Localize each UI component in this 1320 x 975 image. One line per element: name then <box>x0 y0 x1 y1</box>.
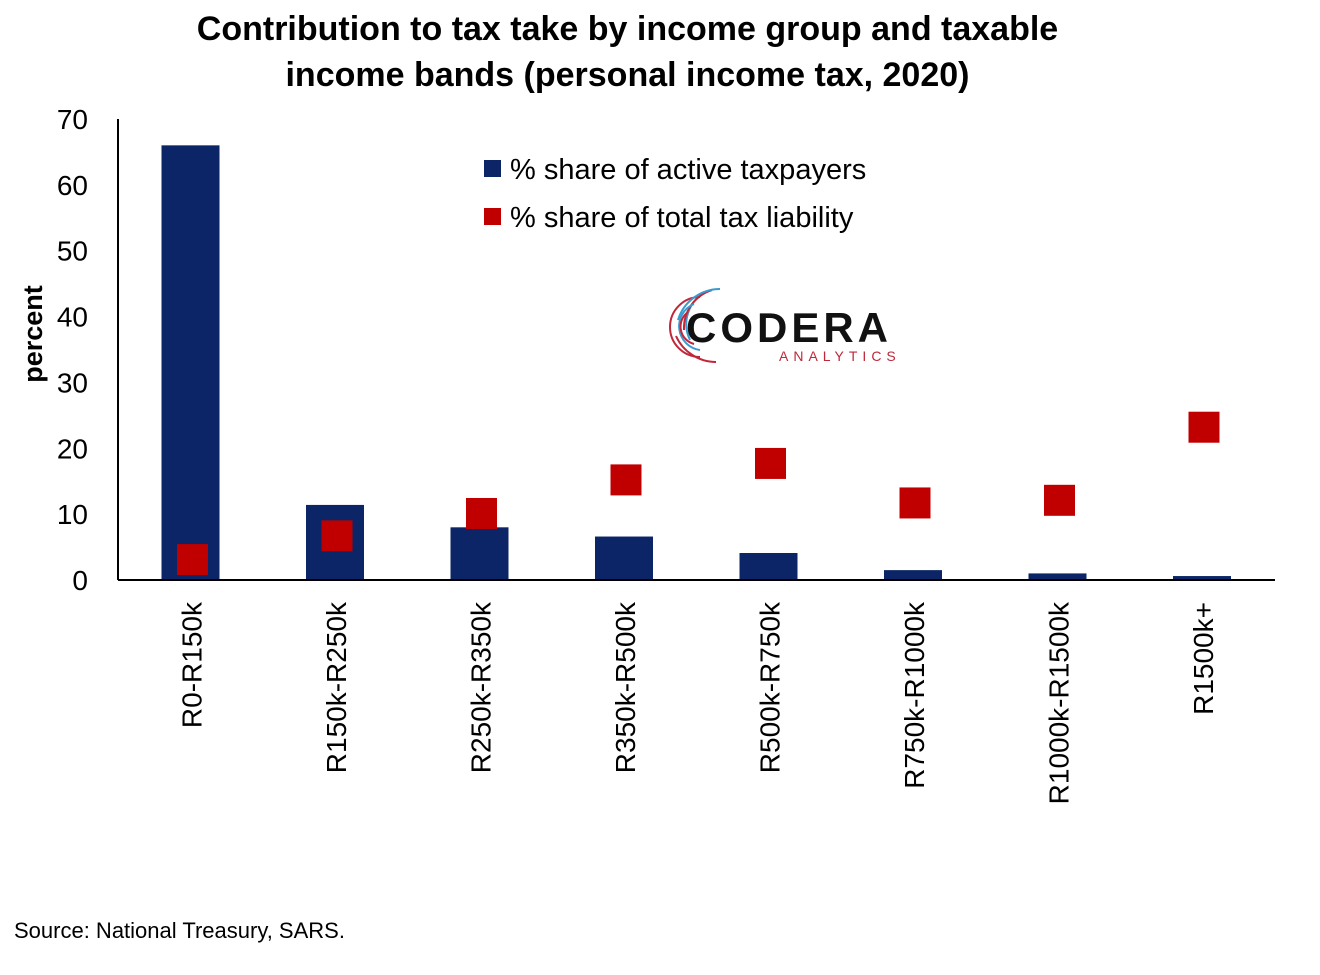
bar-taxpayers-5 <box>739 552 798 580</box>
y-tick-label: 40 <box>57 302 88 333</box>
marker-series <box>177 411 1220 576</box>
bar-taxpayers-1 <box>161 145 220 581</box>
y-axis-ticks: 0 10 20 30 40 50 60 70 <box>57 104 88 596</box>
x-category-label-8: R1500k+ <box>1188 602 1219 715</box>
y-tick-label: 20 <box>57 433 88 464</box>
chart-title-line-2: income bands (personal income tax, 2020) <box>285 56 970 94</box>
bar-series <box>161 145 1231 581</box>
x-category-label-2: R150k-R250k <box>321 601 352 773</box>
marker-tax-liability-5 <box>755 447 786 479</box>
logo-subtitle: ANALYTICS <box>779 348 901 364</box>
y-axis-label: percent <box>18 285 48 383</box>
marker-tax-liability-6 <box>899 487 931 519</box>
marker-tax-liability-1 <box>177 544 208 576</box>
bar-taxpayers-8 <box>1173 576 1231 580</box>
bar-taxpayers-6 <box>884 570 942 580</box>
chart-title: Contribution to tax take by income group… <box>0 6 1255 98</box>
bar-taxpayers-3 <box>450 527 509 580</box>
y-tick-label: 30 <box>57 367 88 398</box>
chart-title-line-1: Contribution to tax take by income group… <box>196 10 1059 48</box>
x-category-label-7: R1000k-R1500k <box>1044 601 1075 804</box>
y-tick-label: 70 <box>57 104 88 135</box>
logo-wordmark: CODERA <box>686 304 892 351</box>
legend-label-tax-liability: % share of total tax liability <box>510 202 854 234</box>
bar-taxpayers-7 <box>1028 573 1087 580</box>
x-category-label-1: R0-R150k <box>177 601 208 728</box>
x-category-label-4: R350k-R500k <box>610 601 641 773</box>
marker-tax-liability-3 <box>466 497 497 529</box>
x-category-label-3: R250k-R350k <box>466 601 497 773</box>
legend: % share of active taxpayers % share of t… <box>484 154 866 234</box>
y-tick-label: 10 <box>57 499 88 530</box>
x-axis-categories: R0-R150k R150k-R250k R250k-R350k R350k-R500… <box>177 601 1220 804</box>
source-note: Source: National Treasury, SARS. <box>14 918 345 943</box>
marker-tax-liability-2 <box>321 520 353 552</box>
marker-tax-liability-7 <box>1044 484 1075 516</box>
legend-swatch-tax-liability <box>484 208 501 225</box>
logo-arc-icon <box>669 288 721 363</box>
y-tick-label: 60 <box>57 170 88 201</box>
y-tick-label: 50 <box>57 236 88 267</box>
y-tick-label: 0 <box>72 565 88 596</box>
marker-tax-liability-4 <box>610 464 642 496</box>
bar-taxpayers-4 <box>595 536 653 580</box>
codera-logo: CODERA ANALYTICS <box>669 288 901 364</box>
x-category-label-5: R500k-R750k <box>755 601 786 773</box>
legend-label-taxpayers: % share of active taxpayers <box>510 154 866 186</box>
x-category-label-6: R750k-R1000k <box>899 601 930 789</box>
marker-tax-liability-8 <box>1188 411 1220 443</box>
legend-swatch-taxpayers <box>484 160 501 177</box>
